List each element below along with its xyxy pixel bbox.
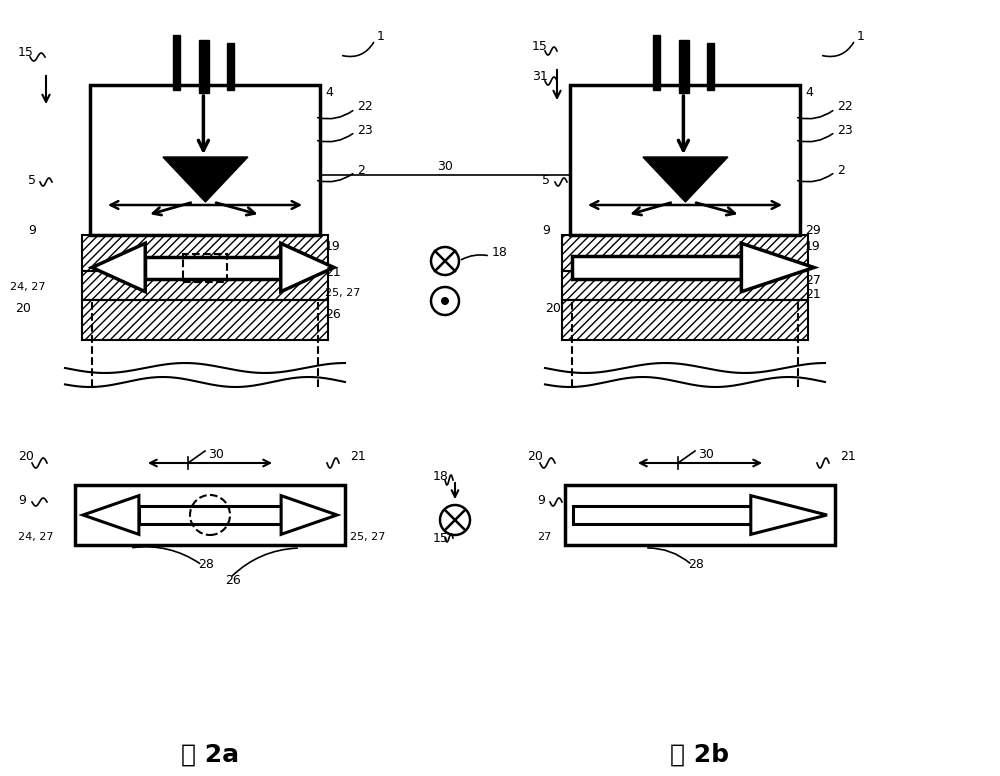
Text: 9: 9	[542, 223, 550, 237]
Bar	[82, 300, 328, 340]
Text: 19: 19	[325, 241, 341, 254]
Bar	[90, 85, 320, 235]
Text: 20: 20	[15, 302, 31, 314]
Text: 2: 2	[837, 164, 845, 176]
Text: 26: 26	[325, 309, 341, 321]
Text: 25, 27: 25, 27	[325, 288, 360, 298]
Text: 23: 23	[837, 123, 853, 137]
Text: 9: 9	[28, 223, 36, 237]
Bar	[653, 35, 660, 90]
Bar	[565, 485, 835, 545]
Text: 21: 21	[840, 451, 856, 463]
Polygon shape	[751, 496, 827, 535]
Text: 24, 27: 24, 27	[10, 282, 46, 292]
Text: 2: 2	[357, 164, 365, 176]
Bar	[562, 235, 808, 271]
Text: 20: 20	[527, 451, 543, 463]
Text: 15: 15	[532, 40, 548, 54]
Polygon shape	[281, 244, 334, 292]
Text: 图 2a: 图 2a	[181, 743, 239, 767]
Text: 31: 31	[532, 71, 548, 84]
Text: 18: 18	[492, 247, 508, 259]
Text: 22: 22	[837, 101, 853, 113]
Text: 26: 26	[225, 573, 241, 587]
Text: 24, 27: 24, 27	[18, 532, 54, 542]
Text: 15: 15	[18, 47, 34, 60]
Bar	[183, 254, 227, 282]
Text: 30: 30	[698, 449, 714, 462]
Text: 9: 9	[18, 494, 26, 507]
Bar	[82, 271, 328, 300]
Text: 28: 28	[198, 559, 214, 571]
Bar	[173, 35, 180, 90]
Text: 21: 21	[350, 451, 366, 463]
Polygon shape	[281, 496, 337, 535]
Bar	[82, 235, 328, 271]
Text: 9: 9	[537, 494, 545, 507]
Text: 29: 29	[805, 223, 821, 237]
Bar	[679, 40, 689, 93]
Polygon shape	[163, 157, 248, 202]
Text: 21: 21	[325, 266, 341, 279]
Text: 4: 4	[805, 86, 813, 99]
Bar	[573, 506, 751, 525]
Text: 4: 4	[325, 86, 333, 99]
Text: 22: 22	[357, 101, 373, 113]
Text: 图 2b: 图 2b	[670, 743, 730, 767]
Text: 30: 30	[437, 161, 453, 174]
Polygon shape	[643, 157, 728, 202]
Text: 21: 21	[805, 289, 821, 302]
Polygon shape	[92, 244, 145, 292]
Text: 23: 23	[357, 123, 373, 137]
Bar	[562, 300, 808, 340]
Text: 19: 19	[805, 241, 821, 254]
Text: 1: 1	[377, 30, 385, 43]
Bar	[139, 506, 281, 524]
Bar	[562, 271, 808, 300]
Text: 30: 30	[208, 449, 224, 462]
Bar	[199, 40, 209, 93]
Bar	[707, 43, 714, 90]
Text: 27: 27	[537, 532, 551, 542]
Text: 25, 27: 25, 27	[350, 532, 385, 542]
Text: 1: 1	[857, 30, 865, 43]
Bar	[145, 257, 281, 279]
Text: 20: 20	[545, 302, 561, 314]
Bar	[227, 43, 234, 90]
Text: 5: 5	[542, 174, 550, 186]
Bar	[75, 485, 345, 545]
Polygon shape	[83, 496, 139, 535]
Text: 5: 5	[28, 174, 36, 186]
Polygon shape	[741, 244, 814, 292]
Text: 20: 20	[18, 451, 34, 463]
Circle shape	[441, 297, 449, 305]
Text: 27: 27	[805, 273, 821, 286]
Text: 28: 28	[688, 559, 704, 571]
Text: 15: 15	[433, 532, 449, 545]
Bar	[570, 85, 800, 235]
Bar	[572, 256, 741, 279]
Text: 18: 18	[433, 470, 449, 483]
